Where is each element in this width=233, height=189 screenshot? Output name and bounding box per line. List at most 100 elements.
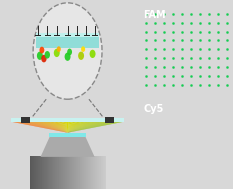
Polygon shape xyxy=(68,122,108,133)
Text: FAM: FAM xyxy=(143,9,166,19)
Polygon shape xyxy=(68,122,75,133)
Polygon shape xyxy=(68,122,79,133)
Polygon shape xyxy=(68,122,84,133)
Polygon shape xyxy=(31,122,68,133)
Polygon shape xyxy=(68,122,101,133)
Polygon shape xyxy=(65,122,68,133)
Circle shape xyxy=(33,3,102,99)
Polygon shape xyxy=(29,122,68,133)
Polygon shape xyxy=(59,122,68,133)
Circle shape xyxy=(90,50,96,58)
Polygon shape xyxy=(68,122,112,133)
Polygon shape xyxy=(58,122,68,133)
FancyBboxPatch shape xyxy=(21,117,30,123)
FancyBboxPatch shape xyxy=(37,33,99,37)
Polygon shape xyxy=(68,122,113,133)
Polygon shape xyxy=(68,122,110,133)
Polygon shape xyxy=(68,122,95,133)
Polygon shape xyxy=(12,122,68,133)
Polygon shape xyxy=(52,122,68,133)
Polygon shape xyxy=(68,122,106,133)
Polygon shape xyxy=(68,122,76,133)
Polygon shape xyxy=(68,122,97,133)
Circle shape xyxy=(39,47,44,53)
Polygon shape xyxy=(62,122,68,133)
Polygon shape xyxy=(37,122,68,133)
Polygon shape xyxy=(68,122,70,133)
Polygon shape xyxy=(68,122,73,133)
Circle shape xyxy=(81,46,85,52)
Polygon shape xyxy=(68,122,119,133)
Polygon shape xyxy=(38,122,68,133)
Polygon shape xyxy=(61,122,68,133)
Polygon shape xyxy=(68,122,99,133)
Polygon shape xyxy=(44,122,68,133)
Polygon shape xyxy=(68,122,88,133)
Circle shape xyxy=(67,49,72,55)
Polygon shape xyxy=(68,122,115,133)
Polygon shape xyxy=(48,122,68,133)
Circle shape xyxy=(54,49,60,57)
Polygon shape xyxy=(66,122,68,133)
Polygon shape xyxy=(22,122,68,133)
Polygon shape xyxy=(68,122,94,133)
Polygon shape xyxy=(68,122,91,133)
Polygon shape xyxy=(51,122,68,133)
Polygon shape xyxy=(23,122,68,133)
Polygon shape xyxy=(54,122,68,133)
Polygon shape xyxy=(55,122,68,133)
Text: Cy5: Cy5 xyxy=(143,104,164,114)
Polygon shape xyxy=(68,122,86,133)
Polygon shape xyxy=(68,122,87,133)
Polygon shape xyxy=(68,122,123,133)
Polygon shape xyxy=(41,122,68,133)
Polygon shape xyxy=(21,122,68,133)
Polygon shape xyxy=(68,122,98,133)
Polygon shape xyxy=(27,122,68,133)
Polygon shape xyxy=(25,122,68,133)
Polygon shape xyxy=(68,122,104,133)
Polygon shape xyxy=(68,122,120,133)
FancyBboxPatch shape xyxy=(11,118,124,122)
Circle shape xyxy=(65,53,71,61)
Polygon shape xyxy=(68,122,102,133)
Polygon shape xyxy=(68,122,117,133)
Polygon shape xyxy=(68,122,69,133)
Polygon shape xyxy=(68,122,122,133)
Polygon shape xyxy=(63,122,68,133)
Polygon shape xyxy=(68,122,77,133)
Polygon shape xyxy=(36,122,68,133)
Polygon shape xyxy=(16,122,68,133)
Polygon shape xyxy=(68,122,90,133)
Circle shape xyxy=(37,52,43,60)
Polygon shape xyxy=(68,122,83,133)
Polygon shape xyxy=(41,136,95,157)
Polygon shape xyxy=(40,122,68,133)
Circle shape xyxy=(45,51,50,59)
Polygon shape xyxy=(50,122,68,133)
Polygon shape xyxy=(68,122,93,133)
Polygon shape xyxy=(68,122,72,133)
Polygon shape xyxy=(68,122,81,133)
Polygon shape xyxy=(68,122,80,133)
Polygon shape xyxy=(68,122,105,133)
Polygon shape xyxy=(43,122,68,133)
Polygon shape xyxy=(56,122,68,133)
Polygon shape xyxy=(33,122,68,133)
Polygon shape xyxy=(47,122,68,133)
Polygon shape xyxy=(30,122,68,133)
Circle shape xyxy=(57,46,61,52)
Polygon shape xyxy=(34,122,68,133)
FancyBboxPatch shape xyxy=(37,36,99,48)
FancyBboxPatch shape xyxy=(105,117,114,123)
Circle shape xyxy=(78,52,84,60)
Polygon shape xyxy=(68,122,116,133)
Polygon shape xyxy=(15,122,68,133)
FancyBboxPatch shape xyxy=(49,133,86,137)
Polygon shape xyxy=(19,122,68,133)
Circle shape xyxy=(41,55,47,62)
Polygon shape xyxy=(68,122,109,133)
Polygon shape xyxy=(14,122,68,133)
Polygon shape xyxy=(45,122,68,133)
Polygon shape xyxy=(26,122,68,133)
